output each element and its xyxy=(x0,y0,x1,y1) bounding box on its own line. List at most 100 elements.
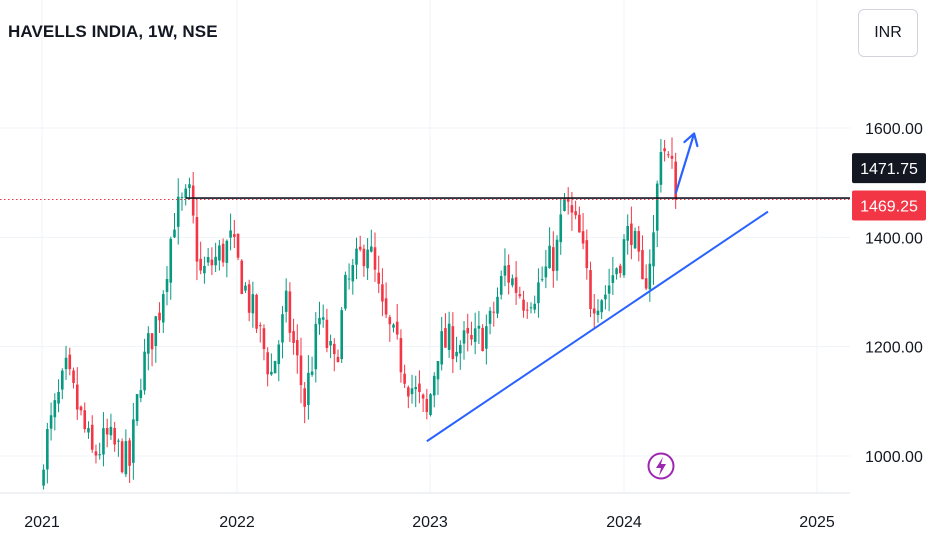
candle-body xyxy=(525,309,529,311)
candle-body xyxy=(98,454,101,456)
candle-body xyxy=(169,238,173,283)
candle-body xyxy=(49,415,53,429)
candle-body xyxy=(318,317,321,325)
candle-body xyxy=(458,344,462,354)
candle-body xyxy=(566,198,570,202)
candle-body xyxy=(488,310,492,324)
candle-body xyxy=(218,245,221,261)
flash-icon[interactable] xyxy=(647,452,675,480)
currency-button[interactable]: INR xyxy=(858,9,918,57)
candle-body xyxy=(75,384,79,410)
candle-body xyxy=(68,354,72,370)
candle-body xyxy=(325,319,329,348)
flash-icon-bolt xyxy=(656,457,666,476)
candle-body xyxy=(611,275,615,283)
candle-body xyxy=(64,357,68,370)
price-axis[interactable]: 1000.00 1200.00 1400.00 1600.00 1471.75 1469.… xyxy=(852,121,926,466)
price-tick-label: 1600.00 xyxy=(865,121,923,138)
candle-body xyxy=(154,316,158,347)
candle-body xyxy=(622,239,626,276)
candle-body xyxy=(161,294,165,323)
candle-body xyxy=(340,310,343,360)
candle-body xyxy=(344,274,347,309)
candle-body xyxy=(432,375,436,396)
candle-body xyxy=(165,279,169,293)
candle-body xyxy=(607,285,611,294)
drawings-layer xyxy=(0,132,850,443)
candle-body xyxy=(236,233,240,258)
candle-body xyxy=(581,231,585,244)
candle-body xyxy=(511,278,514,286)
candle-body xyxy=(381,284,384,302)
candlestick-series xyxy=(42,137,677,490)
candle-body xyxy=(336,356,340,363)
candle-body xyxy=(240,260,244,295)
time-axis[interactable]: 2021 2022 2023 2024 2025 xyxy=(24,514,835,531)
candle-body xyxy=(158,312,161,321)
candle-body xyxy=(284,290,288,312)
currency-label: INR xyxy=(874,24,902,41)
candle-body xyxy=(79,406,83,411)
chart-title: HAVELLS INDIA, 1W, NSE xyxy=(8,22,218,41)
candle-body xyxy=(485,326,488,349)
candle-body xyxy=(637,231,641,252)
candle-body xyxy=(633,230,637,249)
candle-body xyxy=(436,361,440,380)
candle-body xyxy=(429,394,432,416)
candle-body xyxy=(332,343,336,355)
candle-body xyxy=(470,334,473,340)
candle-body xyxy=(384,298,388,315)
candle-body xyxy=(347,278,351,280)
candle-body xyxy=(462,330,466,344)
candle-body xyxy=(366,249,369,269)
candle-body xyxy=(221,243,225,263)
candle-body xyxy=(600,300,603,313)
price-tick-label: 1400.00 xyxy=(865,230,923,247)
candle-body xyxy=(180,197,184,199)
candle-body xyxy=(292,331,295,343)
candle-body xyxy=(518,294,522,297)
candle-body xyxy=(414,387,418,390)
candle-body xyxy=(559,214,563,243)
candle-body xyxy=(270,371,273,375)
time-tick-label: 2022 xyxy=(219,514,255,531)
candle-body xyxy=(655,183,659,231)
candle-body xyxy=(83,410,87,430)
candle-body xyxy=(139,390,143,398)
candle-body xyxy=(191,185,195,216)
candle-body xyxy=(109,426,113,436)
candle-body xyxy=(399,338,403,373)
candle-body xyxy=(522,299,525,311)
candle-body xyxy=(281,314,284,343)
candle-body xyxy=(42,469,45,486)
candle-body xyxy=(258,325,262,327)
candle-body xyxy=(321,317,325,320)
candle-body xyxy=(507,265,510,283)
candle-body xyxy=(395,321,399,335)
candle-body xyxy=(544,266,548,278)
time-tick-label: 2024 xyxy=(606,514,642,531)
candle-body xyxy=(552,247,555,272)
projection-arrow-head xyxy=(683,132,699,148)
candle-body xyxy=(666,154,670,156)
candle-body xyxy=(143,351,146,391)
candle-body xyxy=(132,419,135,463)
candle-body xyxy=(199,258,202,271)
candle-body xyxy=(652,232,655,267)
candle-body xyxy=(351,265,355,282)
candle-body xyxy=(229,230,232,238)
candle-body xyxy=(173,229,176,238)
candle-body xyxy=(670,155,674,159)
time-tick-label: 2023 xyxy=(412,514,448,531)
candle-body xyxy=(277,344,281,365)
candle-body xyxy=(355,248,358,265)
candle-body xyxy=(615,268,618,275)
candle-body xyxy=(307,372,310,405)
candle-body xyxy=(150,333,154,350)
price-tick-label: 1000.00 xyxy=(865,449,923,466)
candle-body xyxy=(447,323,451,350)
candle-body xyxy=(113,428,116,445)
candle-body xyxy=(481,327,484,352)
candle-body xyxy=(596,310,600,315)
